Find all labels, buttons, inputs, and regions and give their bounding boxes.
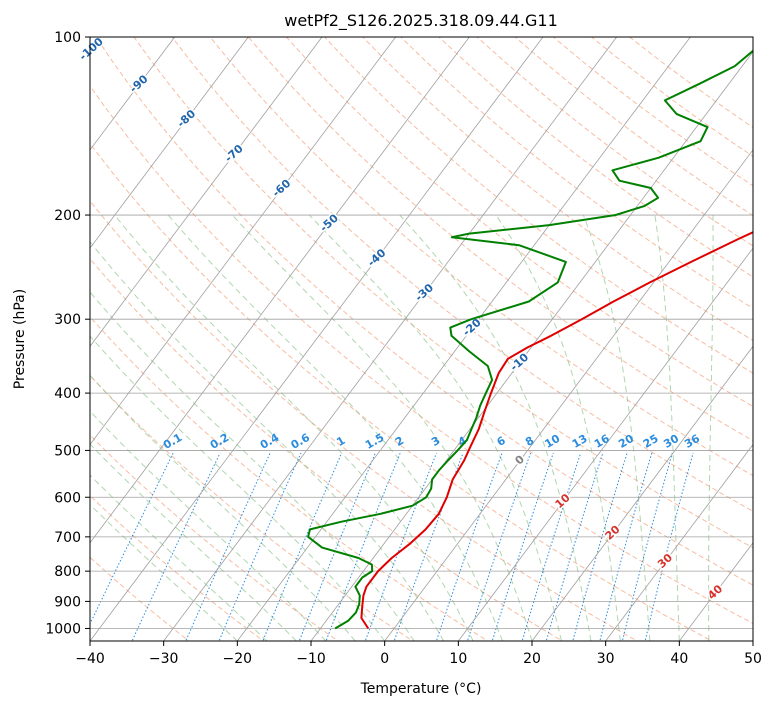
x-tick-label: 30 (597, 651, 615, 667)
y-tick-label: 200 (54, 208, 81, 224)
isotherm-line (90, 37, 249, 249)
x-tick-label: 50 (744, 651, 762, 667)
x-tick-label: 0 (380, 651, 389, 667)
moist-adiabat (90, 240, 445, 641)
plot-frame (89, 36, 754, 642)
moist-adiabat (90, 443, 297, 641)
mixing-ratio-line (393, 452, 464, 641)
x-tick-label: −30 (149, 651, 179, 667)
moist-adiabat (90, 474, 268, 641)
isotherm-line (90, 37, 323, 347)
y-axis-label: Pressure (hPa) (12, 289, 28, 389)
y-axis-ticks: 100 200 300 400 500 600 700 800 900 1000 (45, 30, 90, 637)
isotherm-line (90, 37, 396, 446)
x-tick-label: −20 (223, 651, 253, 667)
isotherm-line (605, 443, 753, 641)
moist-adiabat (90, 291, 415, 641)
y-tick-label: 800 (54, 564, 81, 580)
moist-adiabat (399, 214, 592, 641)
dry-adiabat (95, 37, 753, 586)
moist-adiabat (708, 215, 714, 641)
y-tick-label: 1000 (45, 621, 81, 637)
mixing-ratio-line (491, 452, 554, 641)
y-tick-label: 400 (54, 386, 81, 402)
x-tick-label: 10 (449, 651, 467, 667)
moist-adiabat (231, 214, 533, 641)
x-axis-label: Temperature (°C) (360, 681, 482, 697)
chart-title: wetPf2_S126.2025.318.09.44.G11 (284, 11, 558, 31)
isotherm-line (90, 37, 175, 151)
x-tick-label: 20 (523, 651, 541, 667)
isotherm-line (458, 247, 753, 641)
temperature-profile-line (360, 231, 753, 630)
mixing-ratio-line (599, 452, 653, 641)
moist-adiabat (167, 214, 503, 641)
y-tick-label: 300 (54, 312, 81, 328)
x-tick-label: −10 (296, 651, 326, 667)
mixing-ratio-line (325, 452, 401, 641)
dry-adiabat (90, 142, 713, 641)
moist-adiabat (90, 335, 386, 641)
moist-adiabat (654, 214, 680, 641)
mixing-ratio-line (572, 452, 628, 641)
dry-adiabat (286, 37, 753, 408)
mixing-ratio-line (545, 452, 604, 641)
mixing-ratio-line (435, 452, 503, 641)
y-tick-label: 100 (54, 30, 81, 46)
x-axis-ticks: −40 −30 −20 −10 0 10 20 30 40 50 (75, 641, 762, 667)
isotherm-line (384, 149, 753, 641)
dry-adiabat (324, 37, 753, 374)
isotherm-line (531, 345, 753, 641)
isotherm-line (90, 37, 544, 641)
moist-adiabat (114, 214, 474, 641)
dry-adiabat (133, 37, 753, 549)
mixing-ratio-line (644, 452, 694, 641)
isotherm-line (90, 37, 470, 544)
dewpoint-profile-line (307, 49, 753, 630)
x-tick-label: −40 (75, 651, 105, 667)
y-tick-label: 500 (54, 443, 81, 459)
mixing-ratio-line (298, 452, 376, 641)
isotherm-line (163, 37, 617, 641)
x-tick-label: 40 (670, 651, 688, 667)
y-tick-label: 900 (54, 594, 81, 610)
grid-lines (90, 37, 753, 641)
moist-adiabat (582, 214, 651, 641)
mixing-ratio-line (185, 452, 271, 641)
y-tick-label: 600 (54, 490, 81, 506)
mixing-ratio-line (364, 452, 437, 641)
moist-adiabat (90, 503, 238, 641)
moist-adiabat (90, 410, 327, 641)
moist-adiabat (495, 214, 621, 641)
dry-adiabat (171, 37, 753, 512)
isotherm-line (310, 50, 753, 641)
mixing-ratio-line (131, 452, 221, 641)
mixing-ratio-line (218, 452, 302, 641)
y-tick-label: 700 (54, 530, 81, 546)
profile-lines (307, 49, 753, 630)
